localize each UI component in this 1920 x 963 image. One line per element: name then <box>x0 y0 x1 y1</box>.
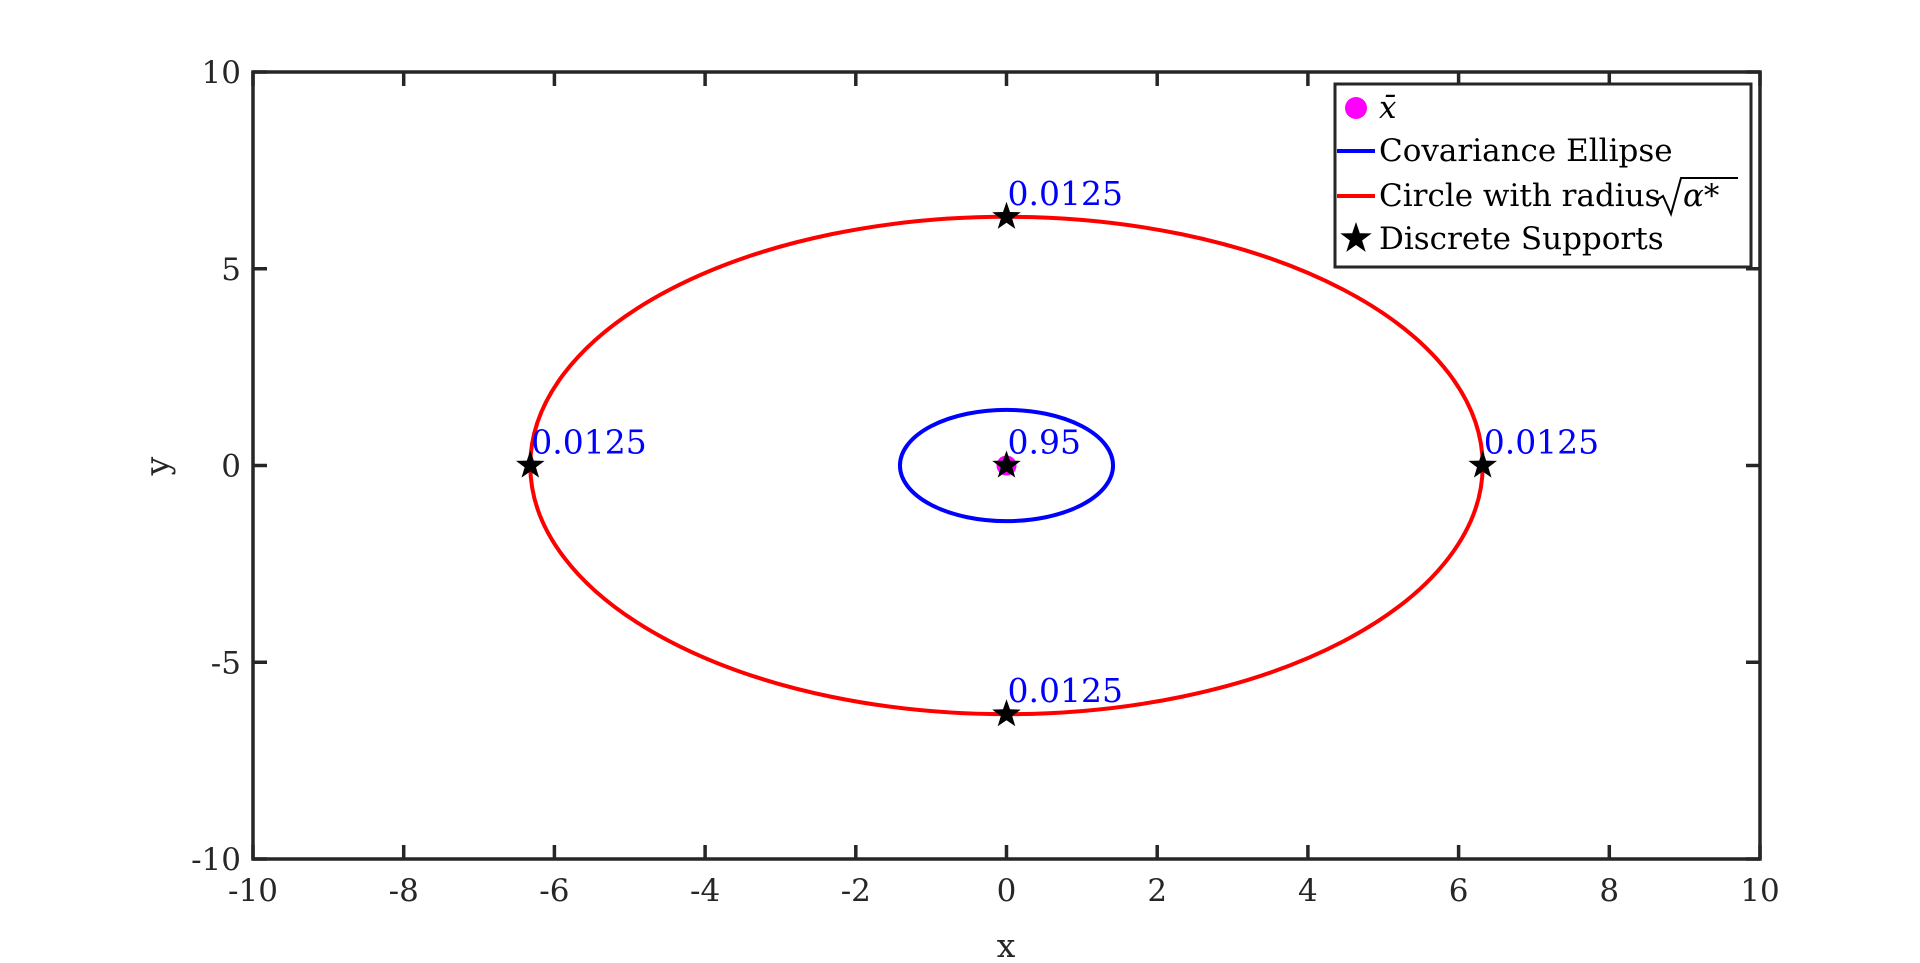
x-tick-label: 2 <box>1147 873 1167 909</box>
support-star <box>992 450 1021 478</box>
covariance-ellipse <box>897 407 1116 524</box>
x-tick-label: -4 <box>690 873 720 909</box>
y-tick-label: 0 <box>221 449 241 485</box>
x-tick-label: -8 <box>389 873 419 909</box>
x-tick-label: -10 <box>228 873 278 909</box>
support-star <box>992 201 1021 229</box>
x-tick-label: 0 <box>997 873 1017 909</box>
y-tick-label: 10 <box>202 55 241 91</box>
x-tick-label: -2 <box>841 873 871 909</box>
legend-circle-label: Circle with radius <box>1379 178 1661 214</box>
x-tick-label: 10 <box>1740 873 1779 909</box>
support-weight-label: 0.0125 <box>1008 174 1123 213</box>
support-weight-label: 0.0125 <box>531 423 646 462</box>
ticks-layer <box>251 70 1762 861</box>
data-labels-layer: 0.95 0.0125 0.0125 0.0125 0.0125 <box>531 174 1599 710</box>
legend-sqrt-symbol: α* <box>1656 177 1738 217</box>
support-star <box>992 699 1021 727</box>
y-tick-label: 5 <box>221 252 241 288</box>
y-tick-label: -5 <box>211 645 241 681</box>
legend-box <box>1333 82 1753 269</box>
support-star <box>516 450 545 478</box>
tick-labels-layer: -10 -8 -6 -4 -2 0 2 4 6 8 10 -10 -5 0 5 10 <box>191 55 1780 909</box>
legend: x̄ Covariance Ellipse Circle with radius… <box>1333 82 1753 269</box>
x-tick-label: 8 <box>1599 873 1619 909</box>
legend-alpha-star: α* <box>1683 178 1719 214</box>
support-weight-label: 0.0125 <box>1484 423 1599 462</box>
y-tick-label: -10 <box>191 842 241 878</box>
legend-xbar-label: x̄ <box>1379 90 1397 126</box>
legend-xbar-marker <box>1345 97 1367 119</box>
legend-supports-label: Discrete Supports <box>1379 221 1664 257</box>
legend-cov-label: Covariance Ellipse <box>1379 133 1673 169</box>
x-tick-label: 6 <box>1449 873 1469 909</box>
x-axis-label: x <box>997 926 1016 963</box>
legend-supports-marker <box>1340 222 1372 252</box>
x-tick-label: -6 <box>539 873 569 909</box>
support-weight-label: 0.0125 <box>1008 671 1123 710</box>
support-weight-label: 0.95 <box>1008 423 1081 462</box>
support-star <box>1468 450 1497 478</box>
markers-layer <box>516 201 1497 727</box>
x-tick-label: 4 <box>1298 873 1318 909</box>
y-axis-label: y <box>137 456 176 476</box>
